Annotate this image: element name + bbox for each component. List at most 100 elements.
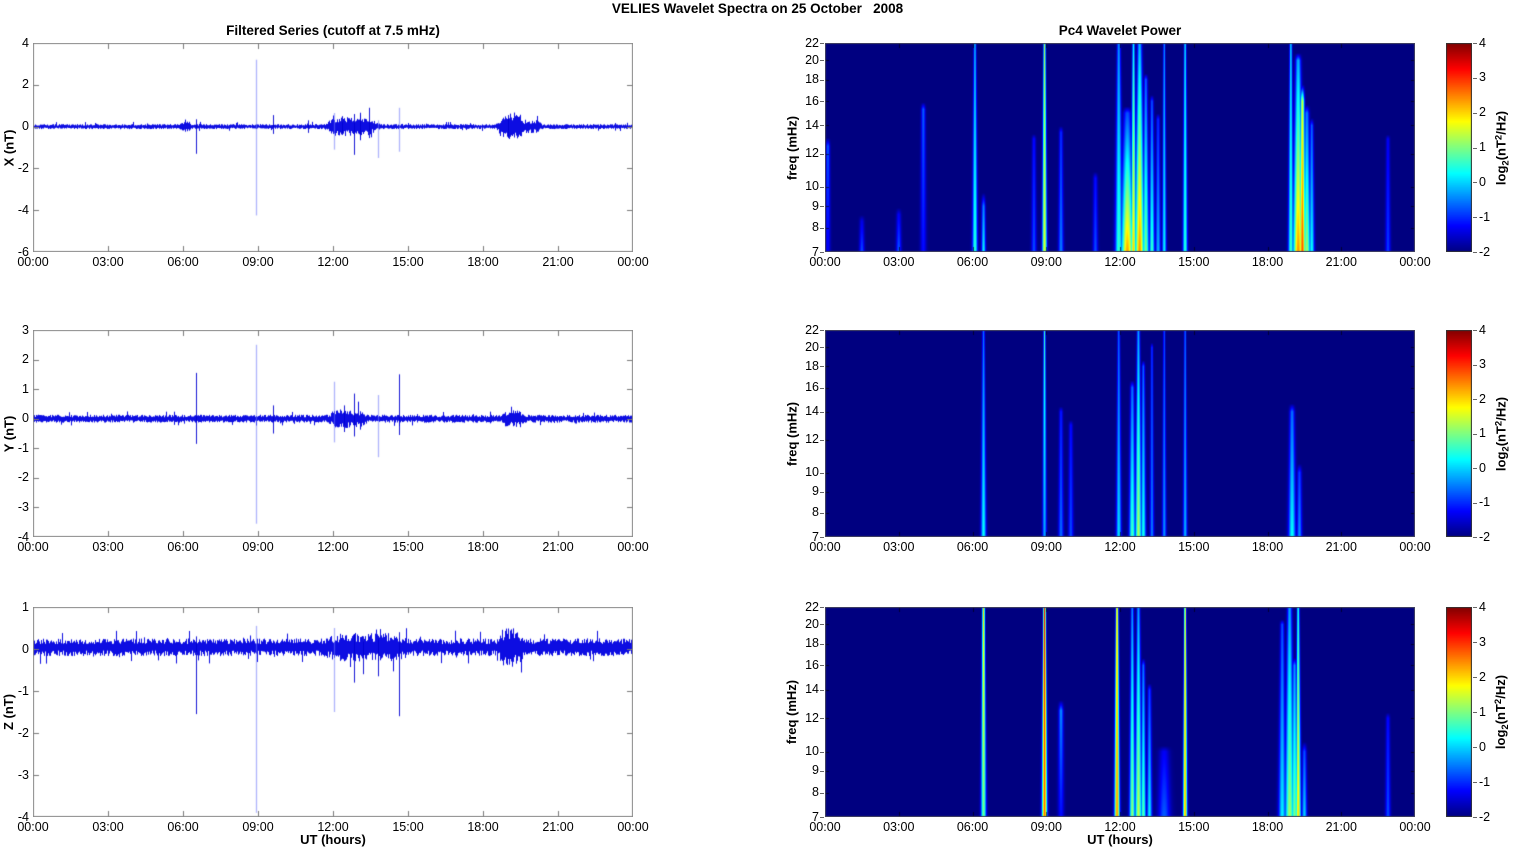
y-tick-label: -1 [17,440,29,455]
freq-tick-label: 9 [812,484,819,499]
freq-tick-label: 7 [812,244,819,259]
axis-tick-mark [820,366,824,367]
freq-tick-label: 22 [805,35,819,50]
x-tick-label: 09:00 [242,255,274,269]
colorbar-tick-label: 4 [1479,322,1486,337]
x-tick-label: 09:00 [1030,540,1062,554]
axis-tick-mark [820,492,824,493]
axis-tick-mark [1473,182,1477,183]
x-tick-label: 21:00 [1325,255,1357,269]
xlabel-right: UT (hours) [1087,832,1153,847]
axis-tick-mark [820,125,824,126]
axis-tick-mark [1473,365,1477,366]
y-tick-label: -2 [17,470,29,485]
colorbar-tick-label: -2 [1479,809,1491,824]
x-tick-label: 00:00 [1399,820,1431,834]
x-tick-label: 00:00 [809,820,841,834]
y-tick-label: 1 [22,599,29,614]
axis-tick-mark [1473,468,1477,469]
axis-tick-mark [1473,782,1477,783]
axis-tick-mark [820,624,824,625]
y-tick-label: -1 [17,683,29,698]
colorbar-tick-label: 3 [1479,634,1486,649]
left-column-title: Filtered Series (cutoff at 7.5 mHz) [226,23,440,38]
axis-tick-mark [820,817,824,818]
timeseries-z-plot [33,607,633,817]
y-tick-label: 0 [22,411,29,426]
axis-tick-mark [820,473,824,474]
axis-tick-mark [1473,399,1477,400]
axis-tick-mark [1473,252,1477,253]
x-tick-label: 09:00 [242,820,274,834]
colorbar-label-sub: 2 [1500,724,1511,730]
freq-tick-label: 16 [805,657,819,672]
freq-tick-label: 7 [812,529,819,544]
freq-tick-label: 16 [805,93,819,108]
freq-tick-label: 20 [805,339,819,354]
axis-tick-mark [1473,712,1477,713]
freq-tick-label: 14 [805,682,819,697]
axis-tick-mark [1473,217,1477,218]
axis-tick-mark [1473,747,1477,748]
y-tick-label: 4 [22,35,29,50]
colorbar-tick-label: 4 [1479,599,1486,614]
x-tick-label: 15:00 [392,255,424,269]
x-tick-label: 15:00 [1178,255,1210,269]
y-tick-label: -4 [17,809,29,824]
wavelet-power-x-heatmap [825,43,1415,252]
axis-tick-mark [820,644,824,645]
x-tick-label: 00:00 [1399,255,1431,269]
freq-tick-label: 8 [812,785,819,799]
y-tick-label: 0 [22,641,29,656]
x-tick-label: 06:00 [167,255,199,269]
colorbar-label-sup: 2 [1493,420,1504,426]
x-tick-label: 03:00 [92,255,124,269]
axis-tick-mark [1473,43,1477,44]
freq-tick-label: 14 [805,117,819,132]
freq-tick-label: 9 [812,198,819,213]
y-tick-label: 1 [22,381,29,396]
x-tick-label: 18:00 [467,820,499,834]
freq-tick-label: 8 [812,220,819,235]
x-tick-label: 06:00 [956,540,989,554]
x-tick-label: 21:00 [1325,820,1357,834]
x-tick-label: 03:00 [92,540,124,554]
axis-tick-mark [1473,78,1477,79]
x-tick-label: 18:00 [467,540,499,554]
axis-tick-mark [820,101,824,102]
colorbar-tick-label: 2 [1479,391,1486,406]
x-tick-label: 06:00 [956,820,989,834]
colorbar-tick-label: 1 [1479,426,1486,440]
colorbar-tick-label: 4 [1479,35,1486,50]
x-tick-label: 00:00 [809,255,841,269]
x-tick-label: 18:00 [1251,540,1284,554]
freq-tick-label: 12 [805,710,819,725]
freq-tick-label: 9 [812,763,819,778]
x-tick-label: 15:00 [1178,820,1210,834]
y-tick-label: -6 [17,244,29,259]
axis-tick-mark [820,388,824,389]
timeseries-x-plot [33,43,633,252]
x-tick-label: 03:00 [883,255,915,269]
axis-tick-mark [820,43,824,44]
colorbar-tick-label: -1 [1479,774,1491,789]
x-tick-label: 00:00 [617,820,649,834]
colorbar-tick-label: 0 [1479,460,1486,475]
wavelet-power-y-heatmap [825,330,1415,537]
x-tick-label: 06:00 [167,820,199,834]
axis-tick-mark [1473,434,1477,435]
colorbar-tick-label: 1 [1479,704,1486,719]
axis-tick-mark [1473,330,1477,331]
freq-tick-label: 14 [805,404,819,419]
axis-tick-mark [1473,607,1477,608]
x-tick-label: 12:00 [317,255,349,269]
xlabel-left: UT (hours) [300,832,366,847]
axis-tick-mark [1473,817,1477,818]
axis-tick-mark [820,228,824,229]
colorbar-label-sup: 2 [1493,134,1504,140]
axis-tick-mark [1473,537,1477,538]
y-tick-label: -2 [17,160,29,175]
freq-tick-label: 20 [805,52,819,67]
colorbar-z [1446,607,1472,817]
colorbar-tick-label: 2 [1479,105,1486,120]
